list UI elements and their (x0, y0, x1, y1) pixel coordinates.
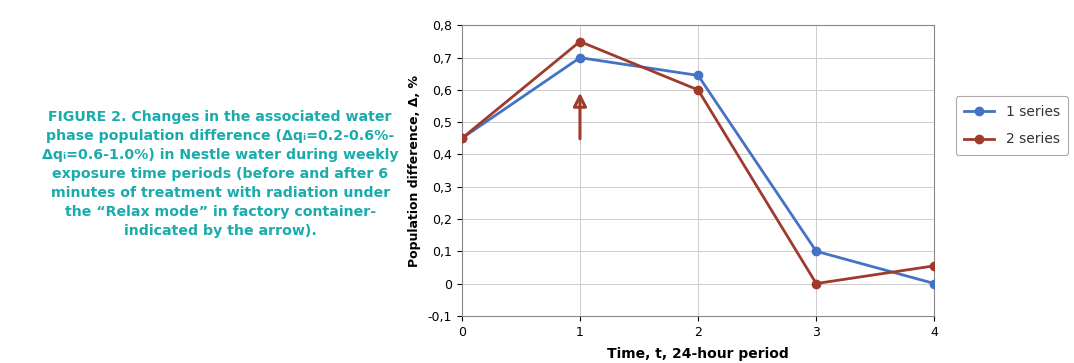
Text: FIGURE 2. Changes in the associated water
phase population difference (Δqᵢ=0.2-0: FIGURE 2. Changes in the associated wate… (42, 110, 398, 238)
X-axis label: Time, t, 24-hour period: Time, t, 24-hour period (607, 347, 789, 361)
Y-axis label: Population difference, Δ, %: Population difference, Δ, % (408, 75, 421, 266)
Legend: 1 series, 2 series: 1 series, 2 series (956, 96, 1068, 155)
